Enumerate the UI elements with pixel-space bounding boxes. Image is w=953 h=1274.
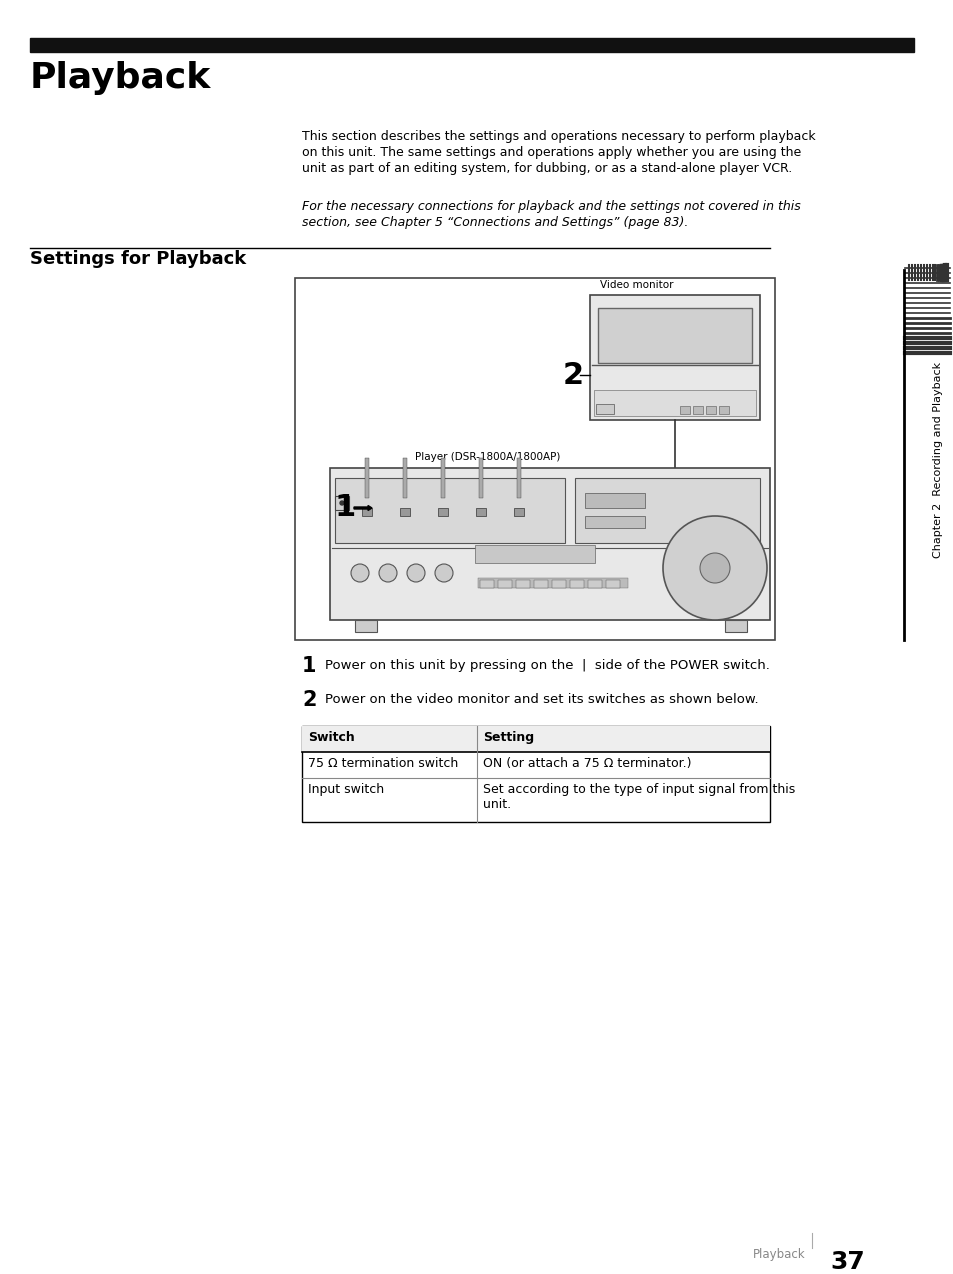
Text: 1: 1 <box>335 493 355 522</box>
Text: Settings for Playback: Settings for Playback <box>30 250 246 268</box>
Bar <box>437 508 448 516</box>
Bar <box>516 580 530 589</box>
Bar <box>497 580 512 589</box>
Text: This section describes the settings and operations necessary to perform playback: This section describes the settings and … <box>302 130 815 143</box>
Bar <box>355 620 376 632</box>
Circle shape <box>339 501 344 505</box>
Text: Playback: Playback <box>753 1249 805 1261</box>
Bar <box>399 508 410 516</box>
Text: ON (or attach a 75 Ω terminator.): ON (or attach a 75 Ω terminator.) <box>482 757 691 769</box>
Bar <box>596 404 614 414</box>
Bar <box>534 580 547 589</box>
Text: Chapter 2  Recording and Playback: Chapter 2 Recording and Playback <box>932 362 942 558</box>
Bar <box>402 457 407 498</box>
Bar <box>477 578 627 589</box>
Bar <box>302 726 769 752</box>
Text: Player (DSR-1800A/1800AP): Player (DSR-1800A/1800AP) <box>415 452 559 462</box>
Text: Set according to the type of input signal from this: Set according to the type of input signa… <box>482 784 795 796</box>
Circle shape <box>662 516 766 620</box>
Bar <box>361 508 372 516</box>
Text: section, see Chapter 5 “Connections and Settings” (page 83).: section, see Chapter 5 “Connections and … <box>302 217 688 229</box>
Bar <box>587 580 601 589</box>
Text: Power on this unit by pressing on the  |  side of the POWER switch.: Power on this unit by pressing on the | … <box>325 659 769 671</box>
Bar <box>517 457 520 498</box>
Text: on this unit. The same settings and operations apply whether you are using the: on this unit. The same settings and oper… <box>302 147 801 159</box>
Circle shape <box>378 564 396 582</box>
FancyArrow shape <box>354 506 372 511</box>
Text: Playback: Playback <box>30 61 211 96</box>
Circle shape <box>435 564 453 582</box>
Bar <box>594 390 755 417</box>
Bar <box>302 726 769 822</box>
Bar <box>294 278 774 640</box>
Bar <box>476 508 485 516</box>
Text: 2: 2 <box>562 361 583 390</box>
Text: Video monitor: Video monitor <box>599 280 673 290</box>
Text: Switch: Switch <box>308 731 355 744</box>
Bar <box>584 516 644 527</box>
Bar <box>598 308 751 363</box>
Bar <box>575 478 760 543</box>
Text: 1: 1 <box>302 656 316 676</box>
Text: unit as part of an editing system, for dubbing, or as a stand-alone player VCR.: unit as part of an editing system, for d… <box>302 162 791 175</box>
Bar <box>724 620 746 632</box>
Circle shape <box>351 564 369 582</box>
Text: unit.: unit. <box>482 798 511 812</box>
Bar <box>335 478 564 543</box>
Bar <box>30 38 913 52</box>
Bar <box>589 296 760 420</box>
Bar <box>514 508 523 516</box>
Bar <box>440 457 444 498</box>
Bar <box>584 493 644 508</box>
Bar <box>705 406 716 414</box>
Circle shape <box>700 553 729 583</box>
Bar <box>692 406 702 414</box>
Bar <box>569 580 583 589</box>
Bar <box>330 468 769 620</box>
Bar <box>365 457 369 498</box>
Bar <box>679 406 689 414</box>
Bar <box>478 457 482 498</box>
Text: For the necessary connections for playback and the settings not covered in this: For the necessary connections for playba… <box>302 200 800 213</box>
Text: 37: 37 <box>829 1250 863 1274</box>
Text: 75 Ω termination switch: 75 Ω termination switch <box>308 757 457 769</box>
Bar <box>479 580 494 589</box>
Bar <box>475 545 595 563</box>
Bar <box>719 406 728 414</box>
Bar <box>605 580 619 589</box>
Circle shape <box>407 564 424 582</box>
Text: Power on the video monitor and set its switches as shown below.: Power on the video monitor and set its s… <box>325 693 758 706</box>
Text: 2: 2 <box>302 691 316 710</box>
Text: Setting: Setting <box>482 731 534 744</box>
Bar <box>552 580 565 589</box>
Bar <box>335 496 349 510</box>
Text: Input switch: Input switch <box>308 784 384 796</box>
